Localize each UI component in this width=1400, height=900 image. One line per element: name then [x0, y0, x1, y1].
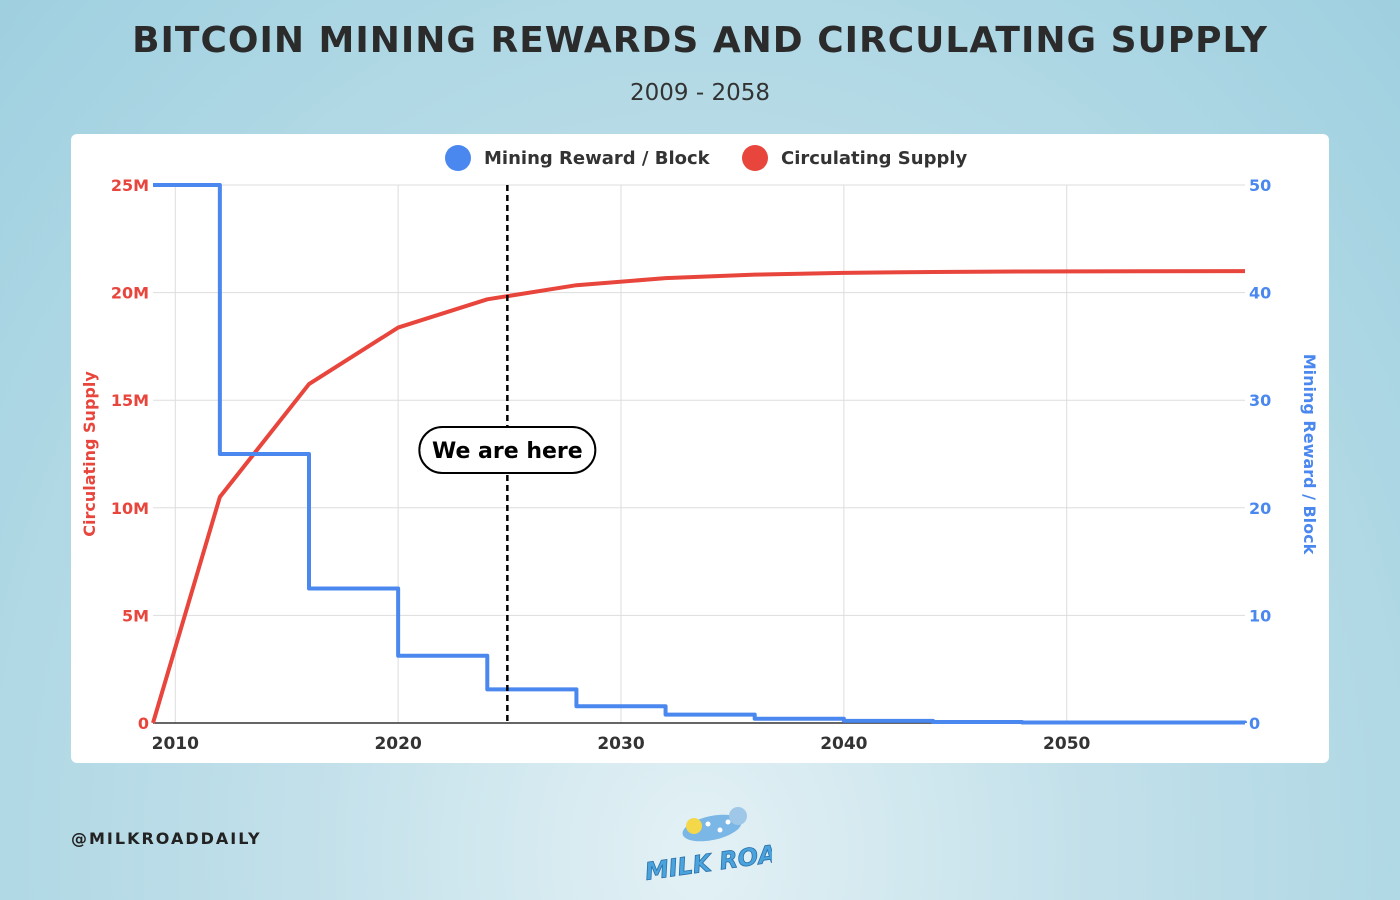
x-tick-label: 2020: [374, 734, 421, 754]
annotation-bubble: [418, 426, 597, 474]
y-left-tick-label: 15M: [111, 391, 149, 410]
chart-card: 0 5M 10M 15M 20M 25M 0 10 20 30 40 50 2010 2020 2030 20…: [71, 134, 1329, 763]
chart-subtitle: 2009 - 2058: [630, 80, 770, 106]
chart-title: BITCOIN MINING REWARDS AND CIRCULATING S…: [132, 20, 1268, 61]
x-tick-label: 2040: [820, 734, 867, 754]
x-tick-label: 2050: [1043, 734, 1090, 754]
y-left-tick-label: 25M: [111, 176, 149, 195]
y-left-axis-title: Circulating Supply: [80, 371, 99, 537]
svg-text:MILK ROAD: MILK ROAD: [643, 837, 772, 886]
y-right-tick-label: 30: [1249, 391, 1271, 410]
x-tick-label: 2010: [152, 734, 199, 754]
annotation-text: We are here: [432, 439, 583, 464]
legend-swatch: [445, 145, 471, 171]
y-right-tick-label: 0: [1249, 714, 1260, 733]
x-tick-label: 2030: [597, 734, 644, 754]
reward-step-line: [153, 183, 1247, 725]
supply-line: [151, 269, 1246, 724]
legend-swatch: [742, 145, 768, 171]
y-left-tick-label: 10M: [111, 499, 149, 518]
y-left-tick-label: 20M: [111, 284, 149, 303]
y-left-tick-label: 0: [138, 714, 149, 733]
legend-label: Circulating Supply: [781, 148, 968, 169]
milk-road-logo: MILK ROAD: [643, 807, 772, 886]
y-right-tick-label: 50: [1249, 176, 1271, 195]
y-left-tick-label: 5M: [122, 606, 149, 625]
y-right-tick-label: 20: [1249, 499, 1271, 518]
social-handle: @MILKROADDAILY: [71, 829, 262, 848]
y-right-tick-label: 40: [1249, 284, 1271, 303]
legend-label: Mining Reward / Block: [484, 148, 711, 169]
y-right-axis-title: Mining Reward / Block: [1300, 354, 1319, 555]
y-right-tick-label: 10: [1249, 606, 1271, 625]
